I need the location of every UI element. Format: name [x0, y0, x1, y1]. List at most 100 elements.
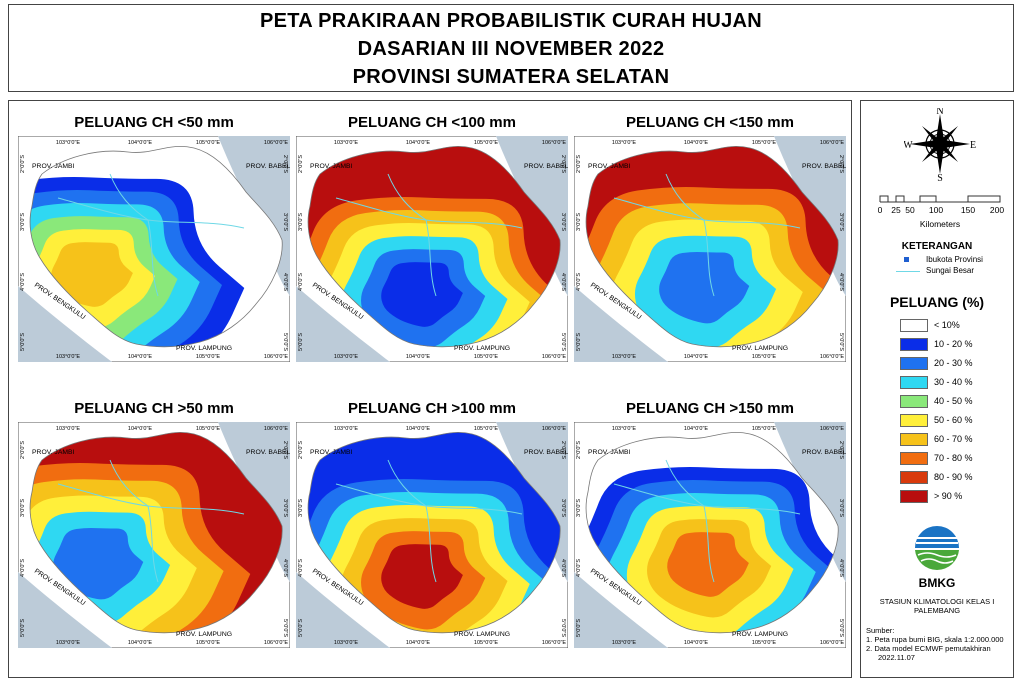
lon-tick-label: 106°0'0"E	[820, 140, 844, 146]
lat-tick-label: 2°0'0"S	[282, 441, 288, 459]
legend-label: 50 - 60 %	[934, 415, 973, 425]
probability-zone	[667, 532, 749, 597]
province-label: PROV. JAMBI	[32, 163, 75, 170]
lon-tick-label: 103°0'0"E	[56, 426, 80, 432]
lon-tick-label: 106°0'0"E	[264, 640, 288, 646]
compass-west: W	[904, 140, 913, 151]
province-label: PROV. JAMBI	[588, 449, 631, 456]
lat-tick-label: 5°0'0"S	[576, 333, 582, 351]
lon-tick-label: 103°0'0"E	[612, 354, 636, 360]
probability-zone	[51, 242, 133, 307]
lon-tick-label: 103°0'0"E	[334, 354, 358, 360]
scale-bar: 0 25 50 100 150 200 Kilometers	[878, 195, 1004, 229]
river-line	[387, 173, 427, 221]
lon-tick-label: 105°0'0"E	[474, 426, 498, 432]
lat-tick-label: 5°0'0"S	[298, 619, 304, 637]
title-line-1: PETA PRAKIRAAN PROBABILISTIK CURAH HUJAN	[259, 10, 762, 32]
bmkg-logo-icon	[915, 526, 959, 571]
lon-tick-label: 104°0'0"E	[406, 354, 430, 360]
lat-tick-label: 4°0'0"S	[560, 273, 566, 291]
lon-tick-label: 105°0'0"E	[196, 640, 220, 646]
lon-tick-label: 103°0'0"E	[612, 640, 636, 646]
lat-tick-label: 3°0'0"S	[282, 213, 288, 231]
lon-tick-label: 106°0'0"E	[542, 426, 566, 432]
probability-map: 103°0'0"E 103°0'0"E 104°0'0"E 104°0'0"E 105°…	[574, 136, 846, 362]
legend-label: 80 - 90 %	[934, 472, 973, 482]
compass-south: S	[937, 173, 943, 182]
lat-tick-label: 5°0'0"S	[560, 619, 566, 637]
lat-tick-label: 3°0'0"S	[838, 499, 844, 517]
legend-label: 40 - 50 %	[934, 396, 973, 406]
lat-tick-label: 2°0'0"S	[282, 155, 288, 173]
river-line	[703, 505, 715, 583]
legend-swatch	[900, 414, 928, 427]
probability-map: 103°0'0"E 103°0'0"E 104°0'0"E 104°0'0"E 105°…	[574, 422, 846, 648]
title-line-3: PROVINSI SUMATERA SELATAN	[352, 66, 670, 88]
lat-tick-label: 2°0'0"S	[838, 441, 844, 459]
lat-tick-label: 5°0'0"S	[838, 333, 844, 351]
maps-frame	[8, 100, 852, 678]
lat-tick-label: 4°0'0"S	[298, 559, 304, 577]
probability-zone	[659, 251, 750, 324]
lat-tick-label: 2°0'0"S	[560, 441, 566, 459]
lat-tick-label: 2°0'0"S	[20, 441, 26, 459]
lon-tick-label: 104°0'0"E	[128, 640, 152, 646]
probability-zone	[381, 544, 463, 609]
keterangan-title: KETERANGAN	[901, 241, 973, 252]
lat-tick-label: 4°0'0"S	[282, 273, 288, 291]
river-line	[147, 505, 159, 583]
lat-tick-label: 3°0'0"S	[576, 499, 582, 517]
lat-tick-label: 2°0'0"S	[298, 441, 304, 459]
lat-tick-label: 3°0'0"S	[560, 499, 566, 517]
lat-tick-label: 4°0'0"S	[282, 559, 288, 577]
lon-tick-label: 104°0'0"E	[684, 426, 708, 432]
lon-tick-label: 104°0'0"E	[128, 354, 152, 360]
sea-area	[574, 286, 668, 362]
lon-tick-label: 106°0'0"E	[542, 140, 566, 146]
station-line-2: PALEMBANG	[913, 606, 961, 615]
sea-area	[296, 286, 390, 362]
probability-zone	[53, 527, 144, 600]
legend-label: 60 - 70 %	[934, 434, 973, 444]
province-label: PROV. LAMPUNG	[454, 345, 510, 352]
lat-tick-label: 5°0'0"S	[20, 333, 26, 351]
lon-tick-label: 105°0'0"E	[752, 426, 776, 432]
lat-tick-label: 5°0'0"S	[282, 333, 288, 351]
lon-tick-label: 105°0'0"E	[752, 140, 776, 146]
lat-tick-label: 4°0'0"S	[838, 273, 844, 291]
sea-area	[296, 572, 390, 648]
legend-label: 10 - 20 %	[934, 339, 973, 349]
lat-tick-label: 3°0'0"S	[282, 499, 288, 517]
province-label: PROV. BABEL	[524, 163, 568, 170]
lat-tick-label: 3°0'0"S	[838, 213, 844, 231]
province-label: PROV. BABEL	[246, 163, 290, 170]
province-label: PROV. LAMPUNG	[176, 345, 232, 352]
province-label: PROV. LAMPUNG	[176, 631, 232, 638]
river-line	[425, 505, 437, 583]
panel-title: PELUANG CH <100 mm	[348, 114, 516, 131]
sea-area	[18, 572, 112, 648]
province-label: PROV. BABEL	[802, 163, 846, 170]
lat-tick-label: 3°0'0"S	[20, 213, 26, 231]
legend-swatch	[900, 471, 928, 484]
lon-tick-label: 106°0'0"E	[820, 426, 844, 432]
legend-swatch	[900, 338, 928, 351]
province-label: PROV. LAMPUNG	[454, 631, 510, 638]
river-line	[665, 173, 705, 221]
lat-tick-label: 2°0'0"S	[560, 155, 566, 173]
probability-zone	[381, 262, 463, 327]
legend-label: 30 - 40 %	[934, 377, 973, 387]
scale-tick: 0	[878, 205, 883, 215]
sungai-label: Sungai Besar	[926, 266, 975, 275]
lon-tick-label: 106°0'0"E	[542, 354, 566, 360]
lon-tick-label: 104°0'0"E	[684, 640, 708, 646]
source-line-3: 2022.11.07	[878, 653, 915, 662]
lat-tick-label: 5°0'0"S	[576, 619, 582, 637]
lat-tick-label: 5°0'0"S	[560, 333, 566, 351]
lon-tick-label: 103°0'0"E	[612, 426, 636, 432]
sea-area	[18, 286, 112, 362]
legend-swatch	[900, 433, 928, 446]
title-line-2: DASARIAN III NOVEMBER 2022	[357, 38, 665, 60]
lon-tick-label: 105°0'0"E	[196, 140, 220, 146]
lon-tick-label: 105°0'0"E	[196, 354, 220, 360]
